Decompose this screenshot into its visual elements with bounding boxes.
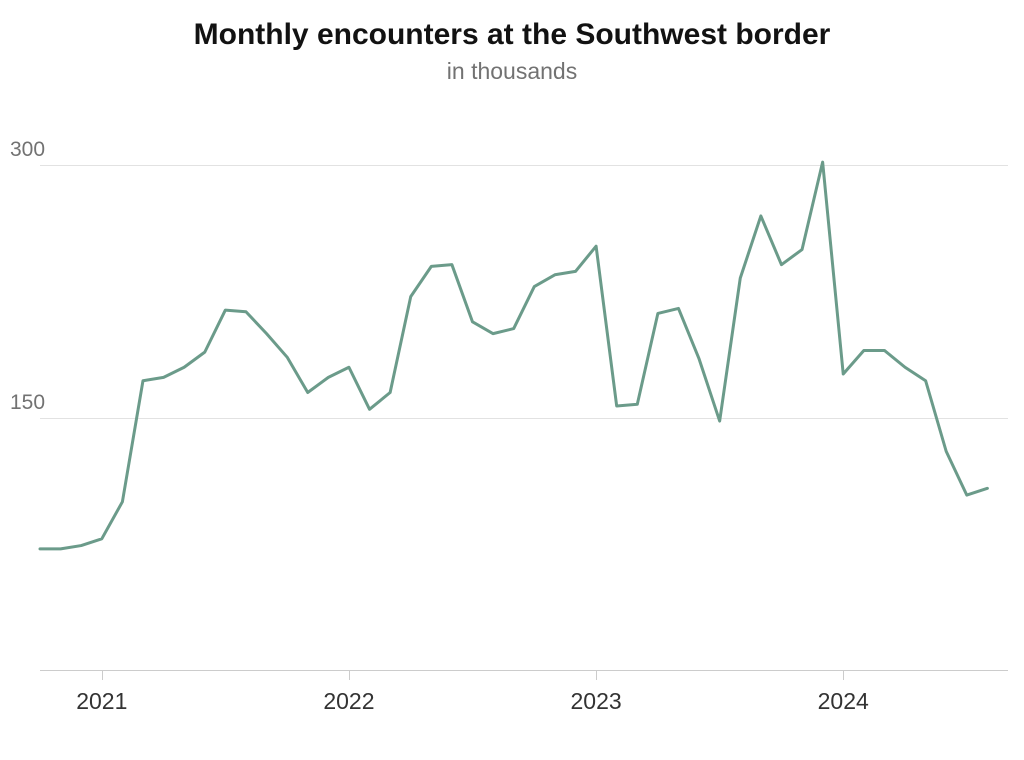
x-axis-tick <box>102 670 103 680</box>
gridline <box>40 670 1008 671</box>
x-axis-tick <box>349 670 350 680</box>
plot-area: 1503002021202220232024 <box>40 115 1008 670</box>
x-axis-label: 2023 <box>570 688 621 715</box>
chart-subtitle: in thousands <box>0 58 1024 85</box>
x-axis-tick <box>596 670 597 680</box>
x-axis-label: 2021 <box>76 688 127 715</box>
chart-container: Monthly encounters at the Southwest bord… <box>0 0 1024 760</box>
line-series <box>40 115 1008 670</box>
x-axis-tick <box>843 670 844 680</box>
x-axis-label: 2022 <box>323 688 374 715</box>
x-axis-label: 2024 <box>818 688 869 715</box>
chart-title: Monthly encounters at the Southwest bord… <box>0 18 1024 52</box>
